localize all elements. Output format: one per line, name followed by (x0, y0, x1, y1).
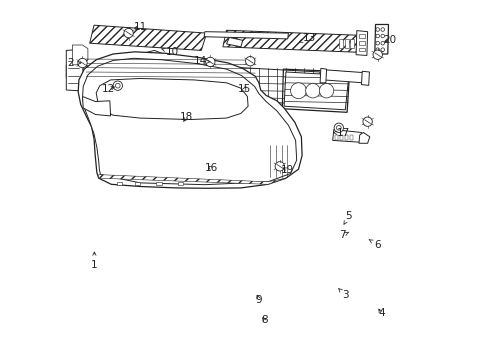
Text: 17: 17 (333, 128, 349, 138)
Circle shape (375, 48, 379, 51)
Polygon shape (355, 31, 367, 55)
Polygon shape (339, 135, 343, 140)
Polygon shape (358, 34, 365, 38)
Polygon shape (284, 72, 348, 110)
Polygon shape (361, 71, 368, 85)
Polygon shape (358, 48, 365, 51)
Polygon shape (218, 67, 320, 104)
Polygon shape (142, 156, 280, 178)
Text: 20: 20 (383, 35, 396, 45)
Polygon shape (82, 58, 296, 185)
Polygon shape (151, 60, 154, 65)
Polygon shape (66, 50, 83, 91)
Text: 3: 3 (338, 289, 348, 300)
Polygon shape (66, 65, 197, 83)
Polygon shape (332, 130, 361, 142)
Circle shape (362, 117, 371, 126)
Text: 15: 15 (237, 84, 251, 94)
Text: 16: 16 (204, 163, 218, 174)
Circle shape (380, 41, 384, 45)
Polygon shape (374, 24, 387, 54)
Polygon shape (134, 182, 140, 185)
Polygon shape (178, 182, 183, 185)
Circle shape (336, 125, 341, 130)
Circle shape (205, 57, 215, 67)
Polygon shape (226, 37, 242, 47)
Polygon shape (358, 41, 365, 45)
Polygon shape (358, 132, 369, 143)
Text: 5: 5 (343, 211, 351, 224)
Text: 9: 9 (255, 294, 262, 305)
Polygon shape (143, 60, 147, 65)
Polygon shape (349, 135, 352, 140)
Polygon shape (323, 70, 365, 83)
Circle shape (275, 162, 284, 171)
Polygon shape (338, 39, 342, 48)
Polygon shape (344, 135, 347, 140)
Circle shape (123, 28, 133, 38)
Text: 2: 2 (67, 58, 81, 68)
Text: 6: 6 (368, 240, 380, 250)
Circle shape (380, 48, 384, 51)
Circle shape (305, 84, 320, 98)
Polygon shape (335, 135, 338, 140)
Text: 11: 11 (133, 22, 146, 32)
Circle shape (375, 28, 379, 31)
Polygon shape (204, 32, 288, 39)
Text: 14: 14 (194, 56, 210, 66)
Circle shape (245, 57, 254, 66)
Text: 7: 7 (339, 230, 348, 240)
Circle shape (372, 50, 382, 59)
Circle shape (113, 81, 122, 90)
Text: 12: 12 (102, 84, 115, 94)
Polygon shape (344, 39, 348, 48)
Polygon shape (96, 78, 247, 120)
Text: 1: 1 (91, 252, 98, 270)
Polygon shape (349, 39, 353, 48)
Circle shape (375, 34, 379, 38)
Text: 19: 19 (280, 165, 293, 175)
Polygon shape (99, 175, 285, 184)
Polygon shape (172, 111, 186, 131)
Circle shape (380, 28, 384, 31)
Polygon shape (156, 60, 160, 65)
Polygon shape (78, 52, 302, 188)
Circle shape (115, 84, 120, 88)
Circle shape (375, 41, 379, 45)
Text: 10: 10 (162, 47, 179, 57)
Circle shape (290, 83, 306, 99)
Circle shape (333, 123, 343, 132)
Text: 8: 8 (261, 315, 267, 325)
Polygon shape (82, 96, 110, 116)
Polygon shape (138, 50, 165, 72)
Circle shape (78, 58, 87, 68)
Text: 18: 18 (180, 112, 193, 122)
Circle shape (380, 34, 384, 38)
Text: 4: 4 (377, 308, 384, 318)
Circle shape (319, 84, 333, 98)
Polygon shape (72, 45, 88, 65)
Polygon shape (211, 89, 223, 104)
Polygon shape (175, 100, 183, 112)
Polygon shape (89, 25, 206, 50)
Polygon shape (117, 182, 122, 185)
Text: 13: 13 (299, 33, 315, 43)
Polygon shape (320, 68, 326, 83)
Polygon shape (156, 182, 162, 185)
Polygon shape (223, 30, 359, 52)
